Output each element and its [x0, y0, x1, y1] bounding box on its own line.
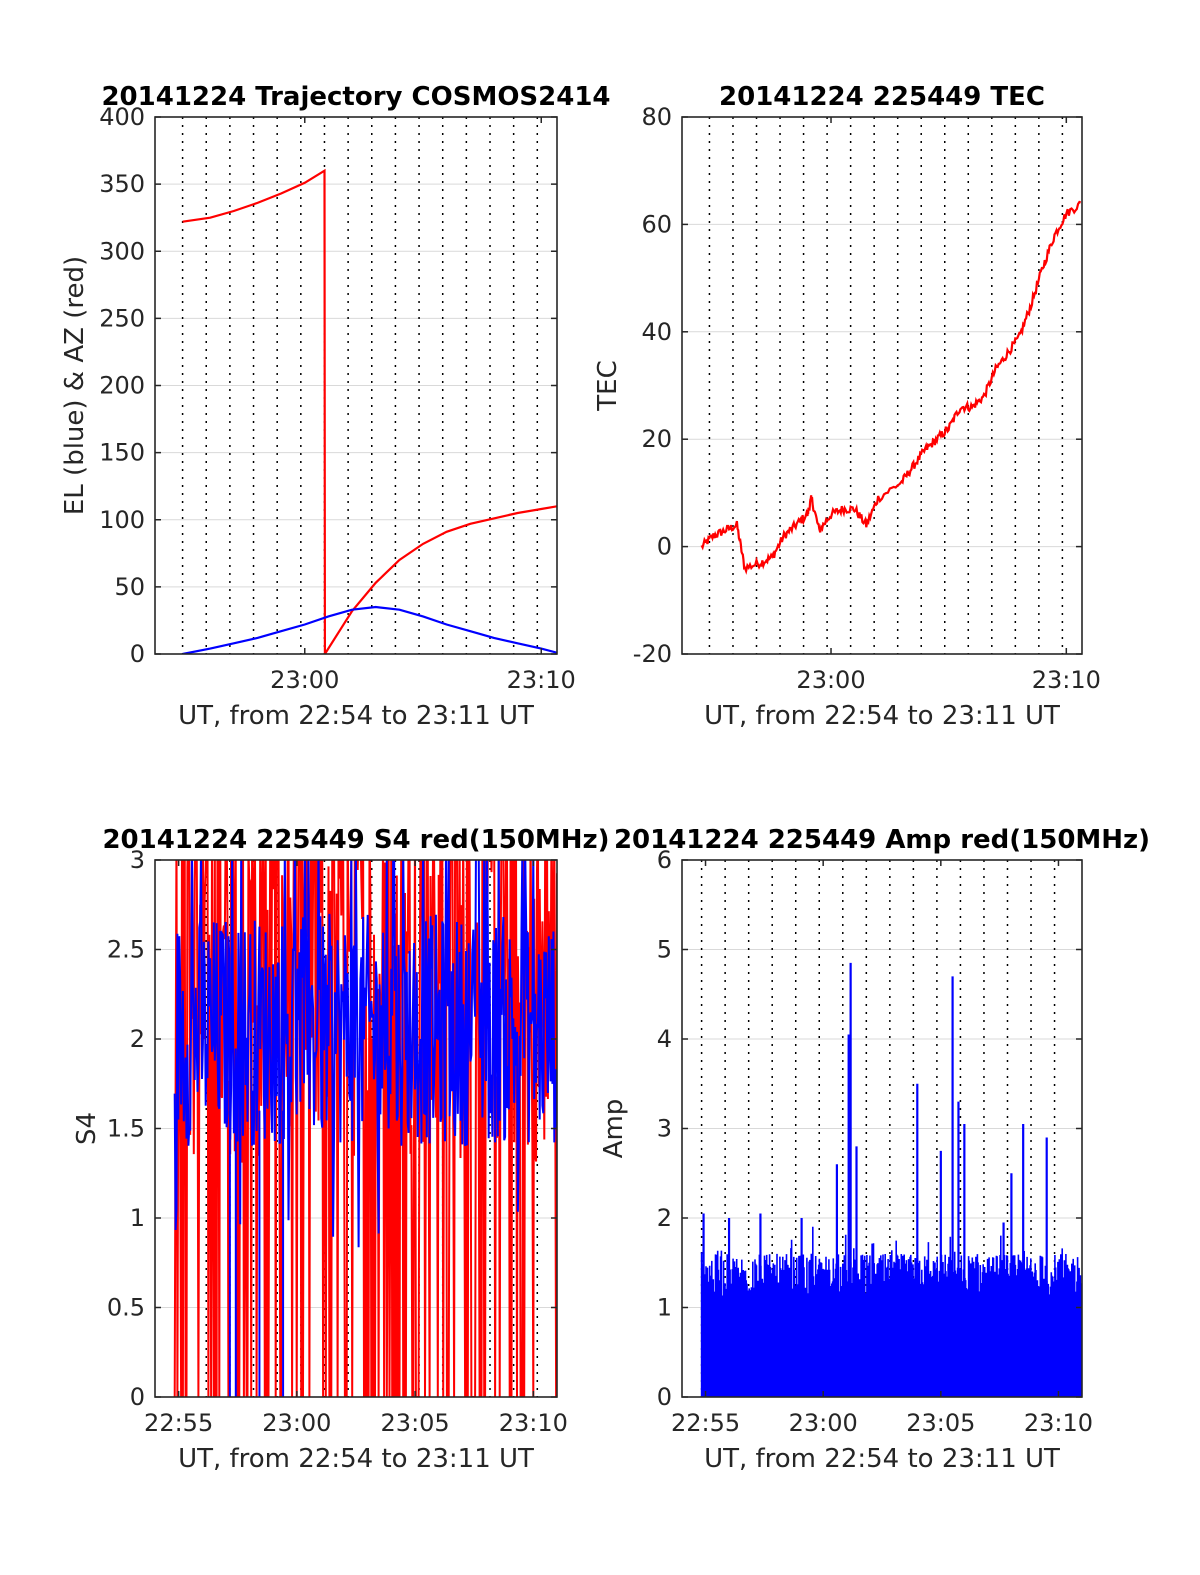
y-tick-label: 1: [657, 1294, 672, 1322]
y-tick-label: 300: [99, 237, 145, 265]
x-tick-label: 23:00: [262, 1409, 331, 1437]
series-line-0: [700, 200, 1082, 575]
x-tick-label: 22:55: [671, 1409, 740, 1437]
x-tick-label: 23:05: [906, 1409, 975, 1437]
x-tick-label: 23:10: [1032, 666, 1101, 694]
y-tick-label: 80: [641, 103, 672, 131]
plot-area: [182, 168, 557, 654]
y-tick-label: 1.5: [107, 1115, 145, 1143]
x-tick-label: 23:05: [381, 1409, 450, 1437]
x-tick-label: 23:10: [499, 1409, 568, 1437]
y-tick-label: 20: [641, 425, 672, 453]
axes-frame: [681, 116, 1083, 655]
chart-title: 20141224 Trajectory COSMOS2414: [101, 82, 610, 112]
x-tick-label: 23:00: [789, 1409, 858, 1437]
y-tick-label: 0: [657, 533, 672, 561]
panel-s4: 0 0.5 1 1.5 2 2.5 3 22:55 23:00 23:05 23:10 2014122…: [72, 825, 610, 1474]
series-line-1: [182, 605, 557, 654]
panel-tec: -20 0 20 40 60 80 23:00 23:10 20141224 225449 TE…: [593, 82, 1101, 731]
panel-trajectory: 0 50 100 150 200 250 300 350 400 23:00 23:10 201412…: [60, 82, 611, 731]
x-tick-label: 23:00: [270, 666, 339, 694]
y-tick-label: 40: [641, 318, 672, 346]
x-axis-label: UT, from 22:54 to 23:11 UT: [704, 1444, 1060, 1474]
y-axis-label: EL (blue) & AZ (red): [60, 256, 90, 515]
y-tick-label: 0.5: [107, 1294, 145, 1322]
y-tick-label: 250: [99, 304, 145, 332]
y-tick-label: 5: [657, 936, 672, 964]
x-tick-label: 22:55: [144, 1409, 213, 1437]
y-tick-label: 1: [130, 1204, 145, 1232]
plot-area: [700, 962, 1082, 1397]
y-tick-label: 60: [641, 210, 672, 238]
chart-title: 20141224 225449 Amp red(150MHz): [614, 825, 1150, 855]
y-tick-label: 3: [130, 846, 145, 874]
y-tick-label: 100: [99, 506, 145, 534]
y-tick-label: 6: [657, 846, 672, 874]
y-tick-label: 2: [657, 1204, 672, 1232]
y-tick-label: 0: [130, 1383, 145, 1411]
series-line-0: [182, 168, 557, 654]
y-tick-label: 2: [130, 1025, 145, 1053]
plot-area: [700, 200, 1082, 575]
x-axis-label: UT, from 22:54 to 23:11 UT: [178, 701, 534, 731]
series-line-1: [173, 860, 557, 1248]
y-tick-label: 150: [99, 439, 145, 467]
y-axis-label: S4: [72, 1112, 102, 1145]
x-tick-label: 23:00: [796, 666, 865, 694]
y-tick-label: 4: [657, 1025, 672, 1053]
plot-area: [173, 860, 557, 1397]
x-tick-label: 23:10: [1024, 1409, 1093, 1437]
y-tick-label: 2.5: [107, 936, 145, 964]
chart-title: 20141224 225449 S4 red(150MHz): [102, 825, 609, 855]
y-axis-label: Amp: [599, 1099, 629, 1159]
y-tick-label: -20: [633, 640, 672, 668]
y-tick-label: 0: [657, 1383, 672, 1411]
y-tick-label: 0: [130, 640, 145, 668]
y-tick-label: 200: [99, 372, 145, 400]
y-axis-label: TEC: [593, 360, 623, 411]
x-tick-label: 23:10: [507, 666, 576, 694]
x-axis-label: UT, from 22:54 to 23:11 UT: [704, 701, 1060, 731]
y-tick-label: 400: [99, 103, 145, 131]
chart-title: 20141224 225449 TEC: [719, 82, 1045, 112]
amp-fill: [701, 1307, 1082, 1397]
y-tick-label: 50: [114, 573, 145, 601]
y-tick-label: 350: [99, 170, 145, 198]
y-tick-label: 3: [657, 1115, 672, 1143]
x-axis-label: UT, from 22:54 to 23:11 UT: [178, 1444, 534, 1474]
panel-amp: 0 1 2 3 4 5 6 22:55 23:00 23:05 23:10 20141224 2254…: [599, 825, 1150, 1474]
